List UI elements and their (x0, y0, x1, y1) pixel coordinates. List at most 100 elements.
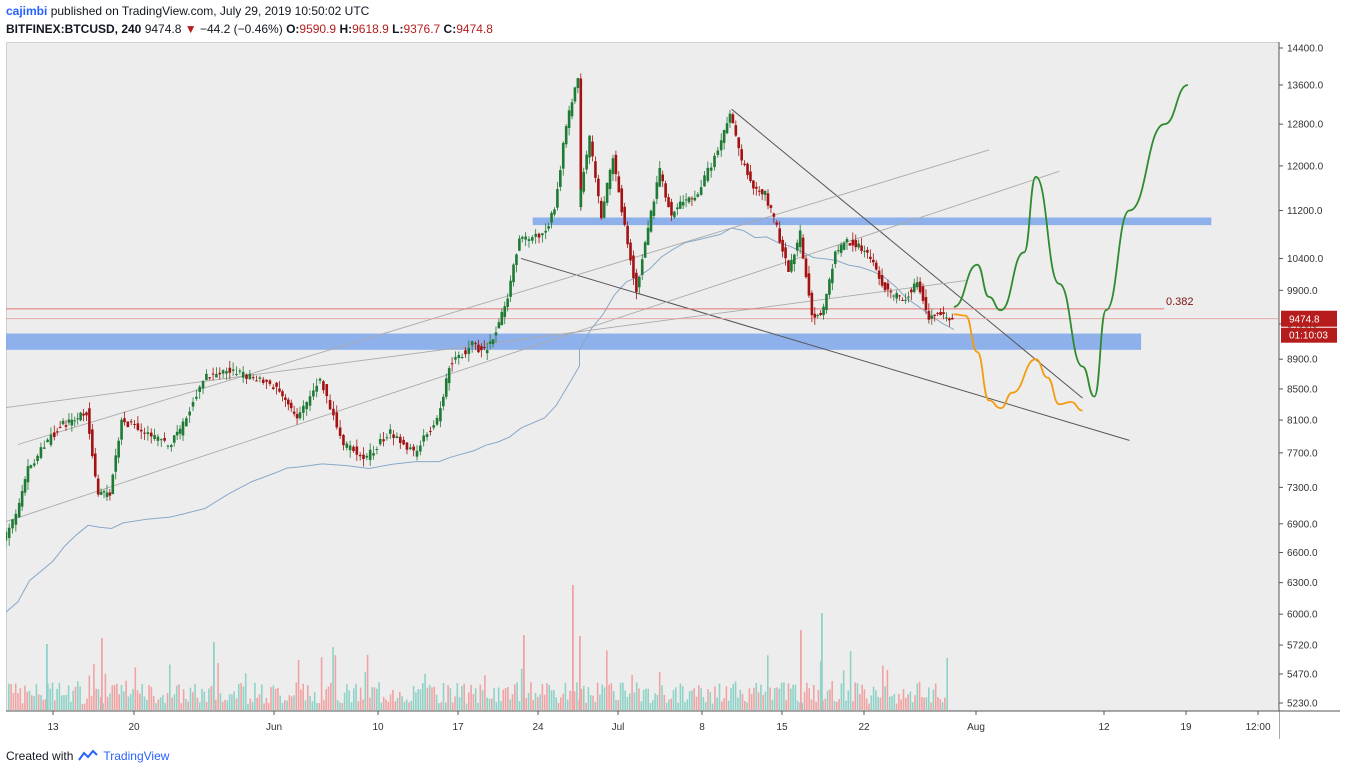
candle-bear (781, 239, 784, 252)
volume-bar (33, 696, 35, 710)
candle-bear (284, 397, 287, 400)
volume-bar (596, 682, 599, 710)
candle-bear (734, 125, 738, 136)
price-chart[interactable]: 0.382 14400.0 13600.0 12800.0 12000.0 11200.0… (6, 42, 1340, 739)
candle-bull (439, 408, 442, 422)
candle-bull (170, 445, 173, 448)
candle-bear (93, 453, 97, 477)
volume-bar (803, 691, 806, 710)
price-tag-label: 9474.8 (1289, 315, 1320, 326)
volume-bar (74, 686, 77, 710)
volume-bar (762, 694, 764, 710)
volume-bar (332, 647, 334, 710)
volume-bar (132, 689, 134, 710)
volume-bar (603, 687, 606, 710)
volume-bar (852, 701, 854, 710)
volume-bar (109, 693, 111, 710)
volume-bar (77, 681, 79, 710)
volume-bar (930, 702, 932, 710)
volume-bar (819, 661, 822, 710)
volume-bar (449, 688, 452, 710)
candle-bear (358, 454, 362, 457)
volume-bar (408, 702, 410, 710)
volume-bar (829, 689, 831, 710)
author-name[interactable]: cajimbi (6, 4, 48, 18)
candle-bear (289, 402, 293, 409)
volume-bar (741, 693, 744, 710)
volume-bar (532, 699, 534, 710)
candle-bull (892, 295, 896, 297)
candle-bull (842, 242, 846, 250)
volume-bar (217, 663, 219, 710)
volume-bar (514, 684, 516, 710)
candle-bull (188, 411, 191, 416)
volume-bar (134, 667, 137, 710)
volume-bar (286, 700, 288, 710)
candle-bull (719, 140, 723, 151)
candle-bear (667, 197, 670, 208)
volume-bar (155, 703, 157, 710)
volume-bar (704, 702, 707, 710)
candle-bear (918, 281, 922, 293)
volume-bar (72, 690, 74, 710)
candle-bear (133, 423, 136, 425)
candle-bull (912, 283, 916, 293)
volume-bar (709, 692, 712, 710)
volume-bar (824, 698, 827, 710)
volume-bar (497, 687, 500, 710)
volume-bar (141, 684, 143, 710)
candle-bull (836, 250, 840, 252)
volume-bar (491, 698, 493, 710)
volume-bar (504, 688, 507, 710)
candle-bear (743, 163, 746, 165)
y-tick-label: 13600.0 (1287, 80, 1324, 91)
volume-bar (258, 694, 261, 710)
candle-bear (126, 421, 130, 428)
volume-bar (451, 702, 454, 710)
candle-bull (185, 418, 188, 427)
volume-bar (481, 690, 484, 710)
tradingview-brand[interactable]: TradingView (103, 749, 170, 763)
candle-bull (611, 158, 615, 175)
volume-bar (511, 694, 514, 710)
volume-bar (695, 696, 698, 710)
candle-bull (6, 531, 8, 541)
candle-bear (731, 114, 735, 124)
volume-bar (757, 692, 760, 710)
volume-bar (394, 701, 396, 710)
volume-bar (433, 686, 436, 710)
volume-bar (649, 703, 652, 710)
volume-bar (113, 685, 116, 710)
volume-bar (934, 683, 937, 710)
candle-bull (365, 455, 369, 458)
volume-bar (486, 697, 488, 710)
x-tick-label: 20 (128, 722, 140, 733)
volume-bar (479, 684, 482, 710)
candle-bear (271, 387, 275, 389)
trendline (6, 280, 966, 408)
candle-bear (362, 454, 365, 460)
volume-bar (624, 690, 626, 710)
volume-bar (267, 702, 270, 710)
volume-bar (583, 685, 585, 710)
countdown-tag (1281, 327, 1337, 343)
volume-bar (863, 689, 866, 710)
volume-bar (261, 684, 263, 710)
candle-bull (602, 201, 606, 218)
candle-bear (108, 492, 112, 496)
open-value: 9590.9 (299, 22, 337, 36)
y-tick-label: 8500.0 (1287, 384, 1318, 395)
candle-bull (198, 386, 202, 392)
volume-bar (376, 688, 378, 710)
volume-bar (95, 688, 97, 710)
volume-bar (652, 700, 654, 710)
candle-bear (208, 377, 212, 379)
volume-bar (516, 682, 518, 710)
candle-bull (225, 371, 228, 374)
candle-bull (419, 445, 422, 452)
volume-bar (419, 689, 422, 710)
candle-bear (53, 432, 56, 437)
volume-bar (555, 697, 557, 710)
candle-bull (585, 154, 588, 170)
candle-bull (159, 439, 163, 441)
